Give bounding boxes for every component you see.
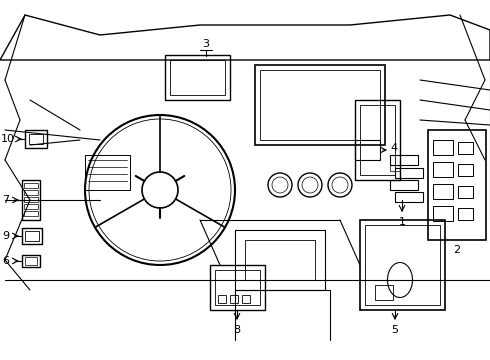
Bar bbox=[375, 285, 393, 300]
Bar bbox=[395, 192, 423, 202]
Bar bbox=[260, 70, 380, 140]
Text: 6: 6 bbox=[2, 256, 9, 266]
Bar bbox=[85, 155, 130, 190]
Bar bbox=[29, 134, 43, 144]
Bar bbox=[458, 186, 473, 198]
Bar bbox=[230, 295, 238, 303]
Text: 8: 8 bbox=[233, 325, 241, 335]
Bar bbox=[390, 180, 418, 190]
Bar bbox=[22, 180, 40, 220]
Bar bbox=[433, 162, 453, 177]
Bar bbox=[218, 295, 226, 303]
Bar bbox=[24, 204, 38, 209]
Bar bbox=[360, 220, 445, 310]
Bar bbox=[255, 65, 385, 145]
Bar bbox=[22, 228, 42, 244]
Bar bbox=[22, 255, 40, 267]
Bar bbox=[390, 165, 400, 171]
Bar bbox=[245, 240, 315, 280]
Bar bbox=[365, 225, 440, 305]
Bar bbox=[25, 257, 37, 265]
Bar bbox=[458, 164, 473, 176]
Bar bbox=[165, 55, 230, 100]
Bar bbox=[25, 231, 39, 241]
Bar bbox=[428, 130, 486, 240]
Text: 1: 1 bbox=[398, 217, 406, 227]
Bar bbox=[360, 105, 395, 175]
Text: 4: 4 bbox=[391, 143, 397, 153]
Text: 7: 7 bbox=[2, 195, 10, 205]
Bar bbox=[170, 60, 225, 95]
Bar bbox=[215, 270, 260, 305]
Text: 2: 2 bbox=[453, 245, 461, 255]
Bar bbox=[433, 140, 453, 155]
Bar bbox=[210, 265, 265, 310]
Bar bbox=[24, 211, 38, 216]
Text: 9: 9 bbox=[2, 231, 10, 241]
Bar bbox=[433, 184, 453, 199]
Bar bbox=[355, 140, 380, 160]
Bar bbox=[458, 142, 473, 154]
Bar bbox=[390, 155, 418, 165]
Bar bbox=[433, 206, 453, 221]
Bar bbox=[24, 197, 38, 202]
Bar bbox=[24, 183, 38, 188]
Bar bbox=[458, 208, 473, 220]
Circle shape bbox=[142, 172, 178, 208]
Bar bbox=[242, 295, 250, 303]
Bar bbox=[24, 190, 38, 195]
Bar bbox=[25, 130, 47, 148]
Bar bbox=[235, 230, 325, 290]
Bar bbox=[395, 168, 423, 178]
Text: 3: 3 bbox=[202, 39, 210, 49]
Text: 10: 10 bbox=[1, 134, 15, 144]
Bar bbox=[355, 100, 400, 180]
Text: 5: 5 bbox=[392, 325, 398, 335]
